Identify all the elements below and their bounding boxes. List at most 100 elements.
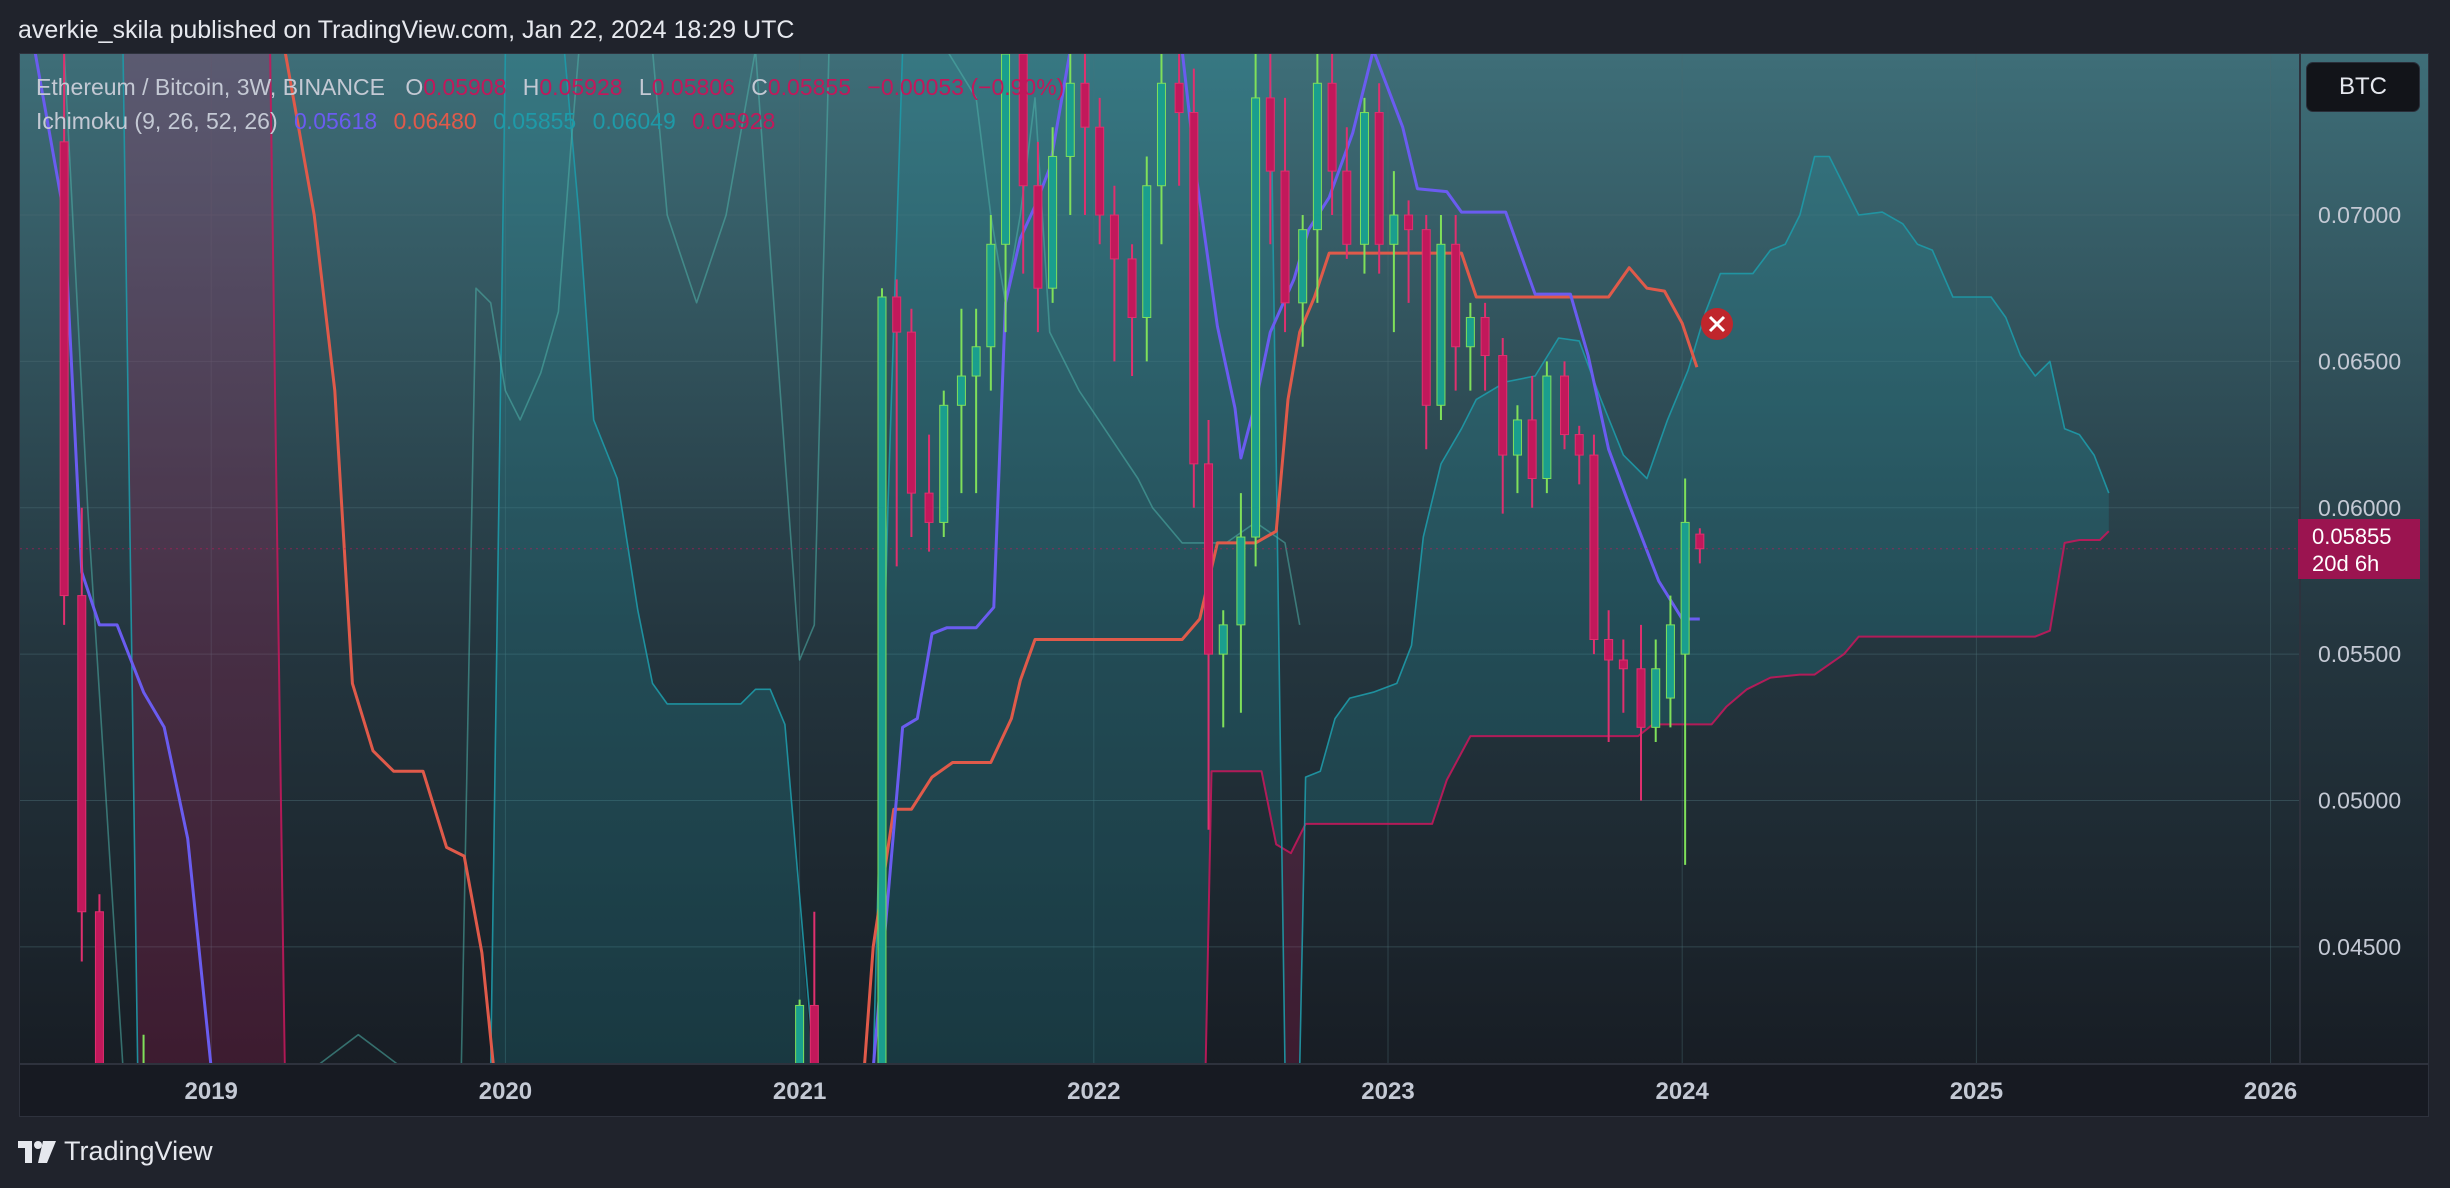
open-label: O: [405, 74, 424, 100]
y-tick-label: 0.07000: [2318, 202, 2401, 228]
high-value: 0.05928: [539, 74, 623, 100]
candle-body: [1512, 419, 1522, 456]
grid: [20, 54, 2300, 1064]
candle-body: [1480, 316, 1490, 357]
open-value: 0.05908: [423, 74, 507, 100]
candle-body: [77, 595, 87, 913]
candle-body: [1560, 375, 1570, 436]
currency-button[interactable]: BTC: [2306, 62, 2420, 112]
tenkan-value: 0.05618: [294, 108, 378, 134]
candle-body: [1695, 533, 1705, 550]
candle-body: [1204, 463, 1214, 655]
axes: 0.04500 0.05000 0.05500 0.06000 0.06500 0.070…: [20, 54, 2428, 1116]
candle-body: [1174, 82, 1184, 114]
tradingview-logo[interactable]: TradingView: [18, 1136, 213, 1167]
candle-body: [1280, 170, 1290, 304]
candle-body: [939, 404, 949, 523]
x-tick-label: 2020: [479, 1078, 532, 1105]
x-tick-label: 2022: [1067, 1078, 1120, 1105]
last-price: 0.05855: [2312, 524, 2392, 549]
candle-body: [1404, 214, 1414, 231]
candle-body: [1189, 112, 1199, 465]
candle-body: [1665, 624, 1675, 699]
candle-body: [1218, 624, 1228, 655]
y-tick-label: 0.06500: [2318, 348, 2401, 374]
tradingview-logo-icon: [18, 1140, 56, 1163]
plot-background: [20, 54, 2428, 1116]
cloud-bull-area: [284, 54, 1281, 1068]
candle-body: [1542, 375, 1552, 479]
cloud-bear-area: [123, 54, 284, 1068]
candle-body: [59, 141, 69, 597]
close-label: C: [751, 74, 768, 100]
candle-body: [1465, 316, 1475, 348]
span-a-value: 0.06049: [592, 108, 676, 134]
candle-body: [924, 492, 934, 523]
chart-pane[interactable]: 0.04500 0.05000 0.05500 0.06000 0.06500 0.070…: [19, 53, 2429, 1117]
close-marker-icon[interactable]: [1701, 308, 1733, 340]
candle-body: [877, 296, 887, 1065]
candle-body: [1142, 185, 1152, 318]
symbol-legend: Ethereum / Bitcoin, 3W, BINANCE O0.05908…: [36, 74, 1064, 101]
indicator-legend: Ichimoku (9, 26, 52, 26) 0.05618 0.06480…: [36, 108, 785, 135]
candle-body: [1527, 419, 1537, 479]
candle-body: [1359, 112, 1369, 245]
candle-body: [892, 296, 902, 333]
lagging-span-line: [63, 54, 1301, 1069]
candle-body: [1342, 170, 1352, 245]
candle-body: [906, 331, 916, 494]
candle-body: [1080, 82, 1090, 128]
candle-body: [1127, 258, 1137, 318]
candle-body: [809, 1004, 819, 1069]
candle-body: [1651, 668, 1661, 728]
candle-body: [1389, 214, 1399, 245]
candle-body: [1421, 229, 1431, 406]
candle-body: [1312, 82, 1322, 231]
candle-body: [1033, 185, 1043, 289]
x-tick-label: 2025: [1950, 1078, 2003, 1105]
x-tick-label: 2019: [185, 1078, 238, 1105]
published-header: averkie_skila published on TradingView.c…: [18, 16, 795, 44]
candle-body: [1680, 521, 1690, 655]
low-value: 0.05806: [651, 74, 735, 100]
candle-body: [1018, 54, 1028, 187]
brand-name: TradingView: [64, 1136, 213, 1166]
candle-body: [1065, 82, 1075, 157]
high-label: H: [522, 74, 540, 100]
cloud-bear-area: [1282, 826, 1305, 1068]
candle-body: [795, 1004, 805, 1069]
low-label: L: [638, 74, 652, 100]
y-tick-label: 0.05000: [2318, 788, 2401, 814]
bar-countdown: 20d 6h: [2312, 551, 2380, 576]
span-b-value: 0.05928: [692, 108, 776, 134]
span-a-line: [122, 54, 2110, 1069]
kijun-value: 0.06480: [393, 108, 477, 134]
candle-body: [1436, 243, 1446, 406]
candle-body: [1236, 536, 1246, 626]
close-value: 0.05855: [767, 74, 852, 100]
candle-body: [1001, 54, 1011, 245]
x-tick-label: 2021: [773, 1078, 826, 1105]
y-tick-label: 0.06000: [2318, 495, 2401, 521]
candle-body: [1589, 454, 1599, 641]
chart-canvas[interactable]: 0.04500 0.05000 0.05500 0.06000 0.06500 0.070…: [20, 54, 2429, 1117]
symbol-name: Ethereum / Bitcoin, 3W, BINANCE: [36, 74, 385, 100]
lagging-value: 0.05855: [493, 108, 577, 134]
kijun-line: [283, 54, 1699, 1070]
candle-body: [956, 375, 966, 406]
candle-body: [1251, 97, 1261, 538]
x-tick-label: 2026: [2244, 1078, 2297, 1105]
cloud-bull-area: [1305, 156, 2109, 824]
candle-body: [94, 911, 104, 1069]
x-tick-label: 2024: [1655, 1078, 1709, 1105]
x-tick-label: 2023: [1361, 1078, 1414, 1105]
candle-body: [1327, 82, 1337, 172]
candle-body: [1095, 126, 1105, 216]
y-tick-label: 0.05500: [2318, 641, 2401, 667]
candle-body: [1156, 82, 1166, 187]
candle-body: [971, 346, 981, 377]
candle-body: [1374, 112, 1384, 245]
indicator-name: Ichimoku (9, 26, 52, 26): [36, 108, 278, 134]
kumo-cloud: [123, 54, 2109, 1068]
candle-body: [1636, 668, 1646, 728]
